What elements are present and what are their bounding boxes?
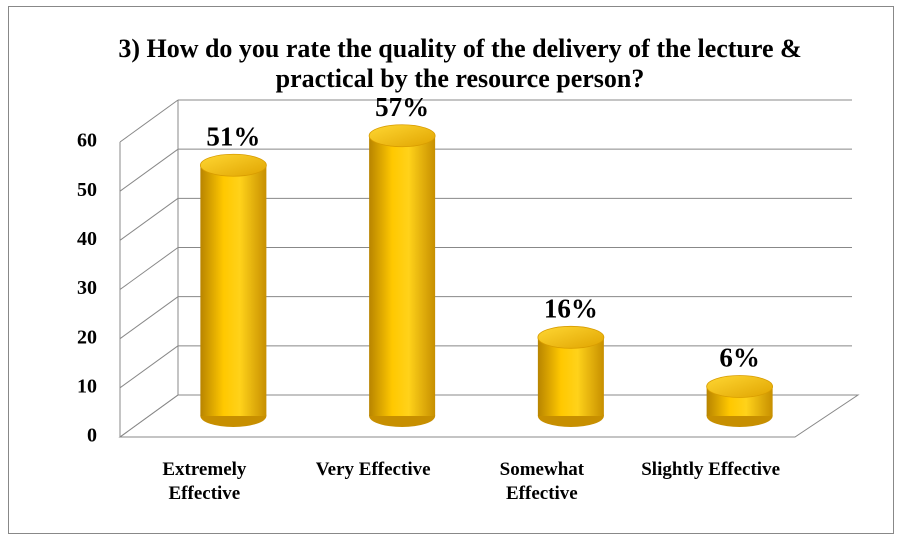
bar — [368, 124, 436, 427]
value-label: 6% — [719, 343, 760, 373]
grid-line — [119, 394, 179, 438]
bar-top — [368, 124, 436, 148]
value-label: 16% — [544, 294, 598, 324]
chart-title: 3) How do you rate the quality of the de… — [118, 34, 802, 93]
grid-line — [119, 148, 179, 192]
y-tick-label: 50 — [77, 179, 97, 201]
grid-line — [119, 247, 179, 290]
grid-line — [119, 345, 179, 389]
y-tick-label: 0 — [87, 425, 97, 447]
x-tick-label: Slightly Effective — [641, 459, 781, 480]
bar-body — [200, 165, 267, 416]
y-tick-label: 10 — [77, 375, 97, 397]
chart-frame — [8, 6, 894, 534]
bar-top — [706, 375, 774, 398]
y-tick-label: 30 — [77, 277, 97, 299]
grid-line — [119, 99, 179, 143]
bar-body — [369, 135, 436, 416]
grid-line — [119, 296, 179, 340]
bar — [199, 153, 267, 427]
bar-top — [199, 153, 267, 177]
bar-top — [537, 325, 605, 349]
grid-line — [119, 197, 179, 241]
bar-body — [537, 337, 604, 416]
x-tick-label: Very Effective — [315, 459, 431, 480]
bar — [706, 375, 774, 427]
value-label: 57% — [375, 92, 429, 122]
x-tick-label: Somewhat Effective — [499, 459, 585, 504]
bar — [537, 325, 605, 427]
value-label: 51% — [206, 121, 260, 151]
x-tick-label: Extremely Effective — [162, 459, 247, 504]
y-tick-label: 60 — [77, 130, 97, 152]
y-tick-label: 40 — [77, 228, 97, 250]
y-tick-label: 20 — [77, 326, 97, 348]
